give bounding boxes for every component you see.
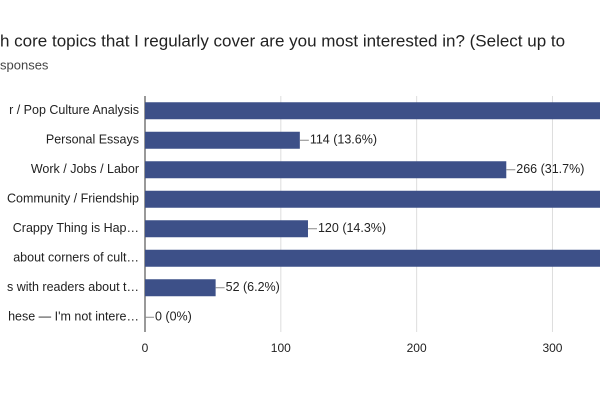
x-tick-label: 200 <box>407 341 427 355</box>
x-tick-label: 100 <box>271 341 291 355</box>
bar <box>145 190 600 208</box>
chart-title: h core topics that I regularly cover are… <box>0 31 565 50</box>
y-tick-label: hese — I'm not intere… <box>8 310 139 324</box>
bar <box>145 161 507 179</box>
chart-subtitle: sponses <box>0 57 49 72</box>
value-label: 0 (0%) <box>155 310 192 324</box>
y-tick-label: about corners of cult… <box>13 251 139 265</box>
y-tick-label: s with readers about t… <box>7 280 139 294</box>
bar <box>145 102 600 120</box>
x-tick-label: 300 <box>542 341 562 355</box>
y-tick-label: Work / Jobs / Labor <box>31 162 139 176</box>
value-label: 52 (6.2%) <box>226 280 280 294</box>
bar <box>145 249 600 267</box>
value-label: 266 (31.7%) <box>516 162 584 176</box>
bar <box>145 131 300 149</box>
x-tick-label: 0 <box>142 341 149 355</box>
bar <box>145 220 308 238</box>
value-label: 120 (14.3%) <box>318 221 386 235</box>
bar <box>145 279 216 297</box>
value-label: 114 (13.6%) <box>310 133 377 147</box>
y-tick-label: Community / Friendship <box>7 192 139 206</box>
y-tick-label: Crappy Thing is Hap… <box>13 221 139 235</box>
y-tick-label: r / Pop Culture Analysis <box>9 103 139 117</box>
y-tick-label: Personal Essays <box>46 133 139 147</box>
